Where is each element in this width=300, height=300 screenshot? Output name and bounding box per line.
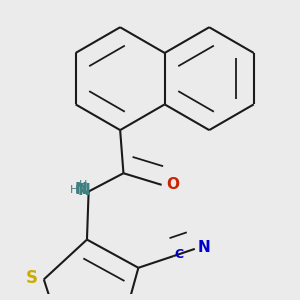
Text: N: N (77, 183, 90, 198)
Text: N: N (197, 240, 210, 255)
Text: H: H (79, 180, 87, 190)
Text: O: O (166, 177, 179, 192)
Text: H: H (70, 185, 78, 195)
Text: S: S (26, 269, 38, 287)
Text: N: N (74, 182, 87, 197)
Text: C: C (174, 248, 183, 261)
